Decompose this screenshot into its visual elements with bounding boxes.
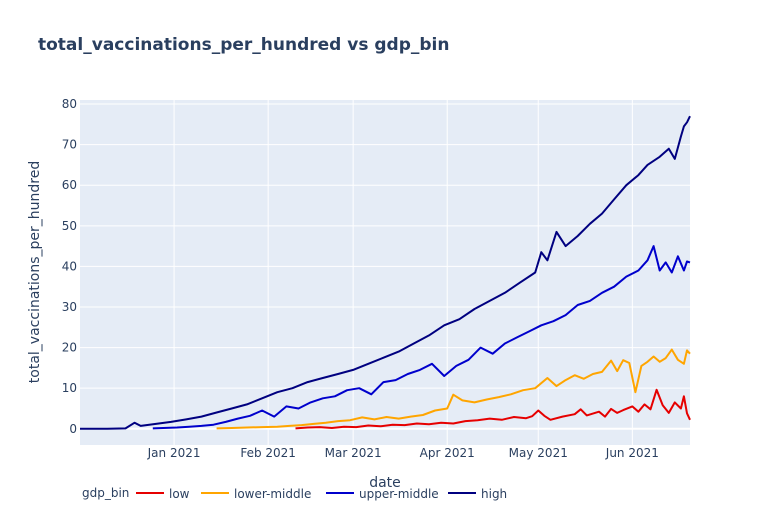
y-tick-label: 70 [62, 138, 77, 152]
chart-title: total_vaccinations_per_hundred vs gdp_bi… [38, 35, 449, 55]
legend-item-high[interactable]: high [448, 487, 507, 501]
x-tick-label: Apr 2021 [420, 446, 475, 460]
series-line-high [80, 115, 691, 430]
y-tick-label: 30 [62, 300, 77, 314]
x-tick-label: May 2021 [509, 446, 568, 460]
y-tick-label: 40 [62, 259, 77, 273]
legend-label: low [169, 487, 190, 501]
grid [80, 100, 690, 445]
plot-area [80, 100, 690, 445]
series-line-upper-middle [152, 245, 691, 430]
y-tick-label: 50 [62, 219, 77, 233]
legend-title: gdp_bin [82, 486, 129, 500]
y-tick-label: 20 [62, 341, 77, 355]
y-tick-label: 10 [62, 381, 77, 395]
x-tick-label: Jun 2021 [605, 446, 659, 460]
x-tick-label: Jan 2021 [147, 446, 201, 460]
x-axis-label: date [369, 475, 401, 491]
legend-label: upper-middle [359, 487, 439, 501]
y-tick-label: 80 [62, 97, 77, 111]
legend-item-upper-middle[interactable]: upper-middle [326, 487, 439, 501]
y-tick-label: 0 [69, 422, 77, 436]
legend-label: high [481, 487, 507, 501]
x-tick-label: Feb 2021 [240, 446, 296, 460]
legend[interactable]: gdp_bin low lower-middle upper-middle high [82, 486, 507, 501]
y-axis-label: total_vaccinations_per_hundred [27, 161, 43, 383]
axis-ticks: 0 10 20 30 40 50 60 70 80 Jan 2021 Feb 2021 Mar 202… [62, 97, 659, 460]
series-lines [80, 115, 691, 430]
series-line-low [295, 388, 691, 430]
legend-item-low[interactable]: low [136, 487, 190, 501]
x-tick-label: Mar 2021 [325, 446, 382, 460]
legend-label: lower-middle [234, 487, 311, 501]
legend-item-lower-middle[interactable]: lower-middle [201, 487, 311, 501]
y-tick-label: 60 [62, 178, 77, 192]
series-line-lower-middle [216, 348, 691, 430]
